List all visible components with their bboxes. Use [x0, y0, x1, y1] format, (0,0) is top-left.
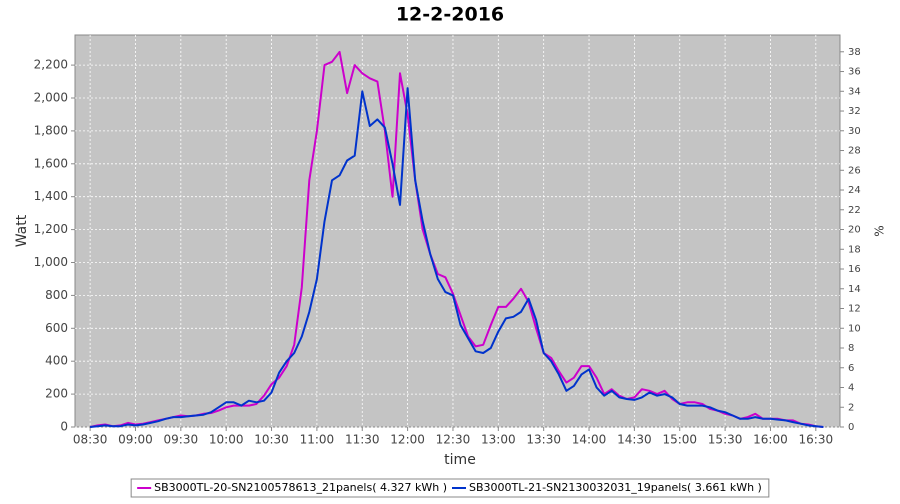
y2-axis-label: % — [873, 225, 887, 236]
y-tick-label: 1,200 — [34, 222, 68, 236]
y2-tick-label: 34 — [848, 86, 861, 97]
y-tick-label: 800 — [45, 288, 68, 302]
y2-tick-label: 10 — [848, 323, 861, 334]
x-tick-label: 09:00 — [118, 433, 153, 447]
y-tick-label: 2,000 — [34, 91, 68, 105]
y-tick-label: 200 — [45, 387, 68, 401]
y2-tick-label: 28 — [848, 146, 861, 157]
y2-tick-label: 4 — [848, 383, 854, 394]
x-axis-label: time — [444, 452, 476, 468]
legend-label: SB3000TL-20-SN2100578613_21panels( 4.327… — [154, 481, 447, 494]
y-tick-label: 600 — [45, 321, 68, 335]
y-tick-label: 1,600 — [34, 156, 68, 170]
y-tick-label: 1,000 — [34, 255, 68, 269]
x-tick-label: 09:30 — [164, 433, 199, 447]
x-tick-label: 13:30 — [526, 433, 561, 447]
x-tick-label: 11:30 — [345, 433, 380, 447]
chart-title: 12-2-2016 — [396, 4, 504, 26]
legend-label: SB3000TL-21-SN2130032031_19panels( 3.661… — [469, 481, 762, 494]
y2-tick-label: 36 — [848, 67, 861, 78]
x-tick-label: 11:00 — [300, 433, 335, 447]
y2-tick-label: 12 — [848, 304, 861, 315]
legend: SB3000TL-20-SN2100578613_21panels( 4.327… — [130, 478, 770, 498]
y2-tick-label: 30 — [848, 126, 861, 137]
x-tick-label: 16:00 — [753, 433, 788, 447]
y2-tick-label: 20 — [848, 225, 861, 236]
y-tick-label: 400 — [45, 354, 68, 368]
y2-tick-label: 24 — [848, 185, 861, 196]
y2-tick-label: 6 — [848, 363, 854, 374]
x-tick-label: 15:30 — [708, 433, 743, 447]
y2-tick-label: 16 — [848, 264, 861, 275]
y2-tick-label: 26 — [848, 165, 861, 176]
y-tick-label: 0 — [60, 420, 68, 434]
y-tick-label: 2,200 — [34, 58, 68, 72]
y2-tick-label: 2 — [848, 402, 854, 413]
x-tick-label: 14:30 — [617, 433, 652, 447]
y2-tick-label: 22 — [848, 205, 861, 216]
y2-tick-label: 8 — [848, 343, 854, 354]
x-tick-label: 08:30 — [73, 433, 108, 447]
series-line — [89, 50, 824, 428]
x-tick-label: 12:00 — [390, 433, 425, 447]
legend-box — [130, 478, 770, 498]
y-axis-label: Watt — [14, 214, 30, 247]
x-tick-label: 10:00 — [209, 433, 244, 447]
x-tick-label: 12:30 — [436, 433, 471, 447]
x-tick-label: 10:30 — [254, 433, 289, 447]
x-tick-label: 14:00 — [572, 433, 607, 447]
y2-tick-label: 32 — [848, 106, 861, 117]
y2-tick-label: 18 — [848, 244, 861, 255]
y2-tick-label: 38 — [848, 47, 861, 58]
series-line — [89, 87, 824, 428]
x-tick-label: 13:00 — [481, 433, 516, 447]
y2-tick-label: 14 — [848, 284, 861, 295]
x-tick-label: 15:00 — [662, 433, 697, 447]
y2-tick-label: 0 — [848, 422, 854, 433]
y-tick-label: 1,800 — [34, 123, 68, 137]
plot-area — [74, 34, 841, 428]
x-tick-label: 16:30 — [799, 433, 834, 447]
y-tick-label: 1,400 — [34, 189, 68, 203]
